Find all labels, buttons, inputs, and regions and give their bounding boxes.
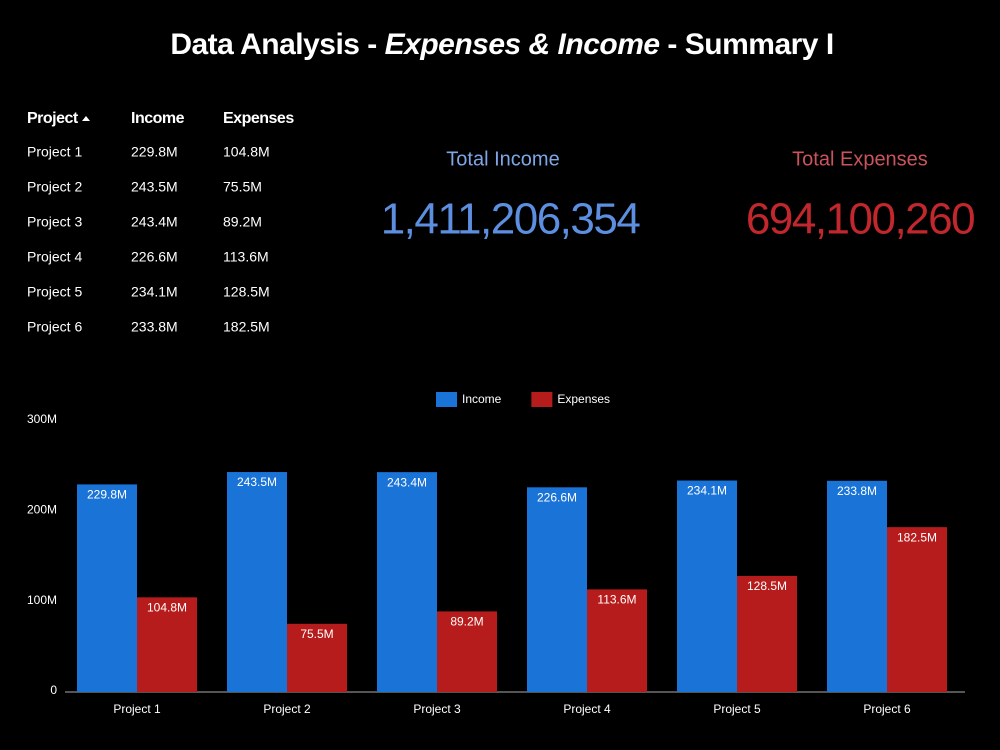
legend-label: Expenses [557, 392, 610, 406]
bar [377, 472, 437, 692]
value-label: 234.1M [687, 484, 727, 498]
value-label: 128.5M [747, 579, 787, 593]
x-tick-label: Project 6 [863, 702, 911, 716]
x-tick-label: Project 3 [413, 702, 461, 716]
scorecard-value: 1,411,206,354 [381, 195, 641, 244]
bar [77, 484, 137, 692]
x-tick-label: Project 4 [563, 702, 611, 716]
scorecard-value: 694,100,260 [746, 195, 974, 244]
value-label: 233.8M [837, 484, 877, 498]
bar [887, 527, 947, 692]
bar [227, 472, 287, 692]
table: Project Income Expenses Project 1 229.8M 104.… [27, 110, 295, 335]
table-cell: 229.8M [131, 144, 178, 160]
value-label: 104.8M [147, 601, 187, 615]
x-tick-label: Project 1 [113, 702, 161, 716]
table-cell: 89.2M [223, 214, 262, 230]
bar [527, 487, 587, 692]
table-cell: 234.1M [131, 284, 178, 300]
scorecard-label: Total Expenses [792, 148, 928, 170]
legend-swatch [436, 392, 457, 407]
table-cell: 226.6M [131, 249, 178, 265]
title-part: Data Analysis - [170, 28, 384, 61]
legend-label: Income [462, 392, 502, 406]
table-header: Expenses [223, 110, 294, 127]
y-tick-label: 100M [27, 593, 57, 607]
value-label: 229.8M [87, 488, 127, 502]
page-title: Data Analysis - Expenses & Income - Summ… [170, 28, 833, 61]
table-cell: 243.4M [131, 214, 178, 230]
table-cell: 104.8M [223, 144, 270, 160]
legend-swatch [531, 392, 553, 407]
bar [137, 597, 197, 692]
table-cell: Project 4 [27, 249, 82, 265]
table-cell: 233.8M [131, 319, 178, 335]
bar [437, 611, 497, 692]
y-tick-label: 300M [27, 412, 57, 426]
table-cell: Project 5 [27, 284, 82, 300]
table-cell: Project 1 [27, 144, 82, 160]
y-tick-label: 0 [50, 683, 57, 697]
value-label: 113.6M [597, 593, 636, 607]
value-label: 226.6M [537, 490, 577, 504]
bar [287, 623, 347, 692]
title-part: - Summary I [660, 28, 834, 61]
table-cell: Project 6 [27, 319, 82, 335]
table-cell: Project 2 [27, 179, 82, 195]
table-cell: 128.5M [223, 284, 270, 300]
value-label: 182.5M [897, 530, 937, 544]
table-cell: 75.5M [223, 179, 262, 195]
bar [827, 480, 887, 692]
value-label: 89.2M [450, 615, 483, 629]
table-cell: 113.6M [223, 249, 269, 265]
x-tick-label: Project 5 [713, 702, 761, 716]
value-label: 243.5M [237, 475, 277, 489]
title-part: Expenses & Income [385, 28, 660, 61]
table-header: Project [27, 110, 79, 127]
x-tick-label: Project 2 [263, 702, 311, 716]
y-tick-label: 200M [27, 503, 57, 517]
bar [677, 480, 737, 692]
value-label: 75.5M [300, 627, 333, 641]
bar [737, 575, 797, 692]
table-cell: 182.5M [223, 319, 270, 335]
sort-arrow[interactable] [82, 116, 90, 121]
table-cell: 243.5M [131, 179, 178, 195]
value-label: 243.4M [387, 475, 427, 489]
table-cell: Project 3 [27, 214, 82, 230]
bar [587, 589, 647, 692]
table-header: Income [131, 110, 185, 127]
scorecard-label: Total Income [446, 148, 559, 170]
